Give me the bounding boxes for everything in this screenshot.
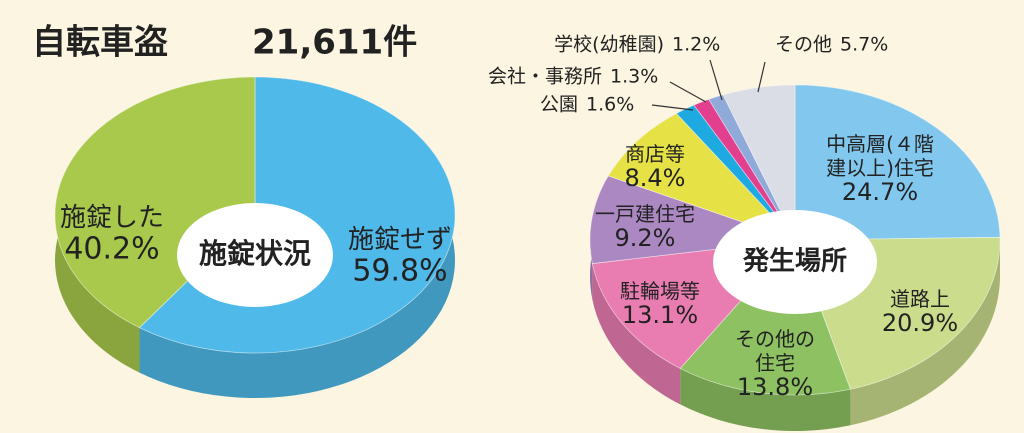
leader-line (651, 104, 694, 111)
value-label: 40.2% (64, 232, 159, 267)
slice-side (592, 263, 681, 405)
slice-label-line: 商店等 (625, 142, 685, 166)
slice-label-line: 道路上 (890, 287, 950, 311)
title: 自転車盗 (32, 23, 168, 63)
slice (607, 113, 796, 241)
slice-label: その他の住宅 (735, 327, 815, 375)
slice-label-line: 一戸建住宅 (595, 202, 695, 226)
center-hole (713, 210, 877, 314)
slice-label: 駐輪場等 (620, 279, 700, 303)
value-label: 59.8% (352, 254, 447, 289)
slice-label: 公園 (540, 94, 578, 116)
slice-label: 中高層(４階建以上)住宅 (826, 132, 934, 180)
value-label: 1.2% (672, 34, 720, 56)
value-label: 5.7% (840, 34, 888, 56)
value-label: 20.9% (882, 309, 958, 337)
value-label: 9.2% (615, 224, 676, 252)
slice-side (680, 368, 851, 431)
slice-label-line: 駐輪場等 (620, 279, 700, 303)
value-label: 1.3% (610, 66, 658, 88)
leader-line (669, 81, 707, 103)
leader-line (757, 61, 766, 93)
slice-label: 会社・事務所 (488, 66, 602, 88)
slice-label: 施錠せず (348, 225, 452, 255)
slice-label: 商店等 (625, 142, 685, 166)
value-label: 24.7% (842, 178, 918, 206)
value-label: 13.8% (737, 373, 813, 401)
slice-label-line: 中高層(４階 (826, 132, 934, 156)
value-label: 1.6% (586, 94, 634, 116)
total: 21,611件 (252, 23, 417, 63)
slice-label-line: 施錠せず (348, 225, 452, 255)
slice (794, 84, 1001, 241)
slice-label-line: 建以上)住宅 (826, 156, 934, 180)
slice-side (139, 77, 455, 399)
center-label: 施錠状況 (199, 237, 311, 270)
value-label: 13.1% (622, 301, 698, 329)
slice-label: 一戸建住宅 (595, 202, 695, 226)
slice-label-line: 施錠した (60, 203, 164, 233)
center-hole (177, 203, 333, 307)
slice-label: 学校(幼稚園) (554, 34, 664, 56)
slice-label-line: 住宅 (755, 351, 795, 375)
value-label: 8.4% (625, 164, 686, 192)
slice-label: その他 (775, 34, 832, 56)
leader-line (709, 59, 723, 101)
slice-label-line: その他の (735, 327, 815, 351)
slice-label: 道路上 (890, 287, 950, 311)
slice-label: 施錠した (60, 203, 164, 233)
center-label: 発生場所 (742, 247, 847, 277)
slice (54, 76, 256, 329)
